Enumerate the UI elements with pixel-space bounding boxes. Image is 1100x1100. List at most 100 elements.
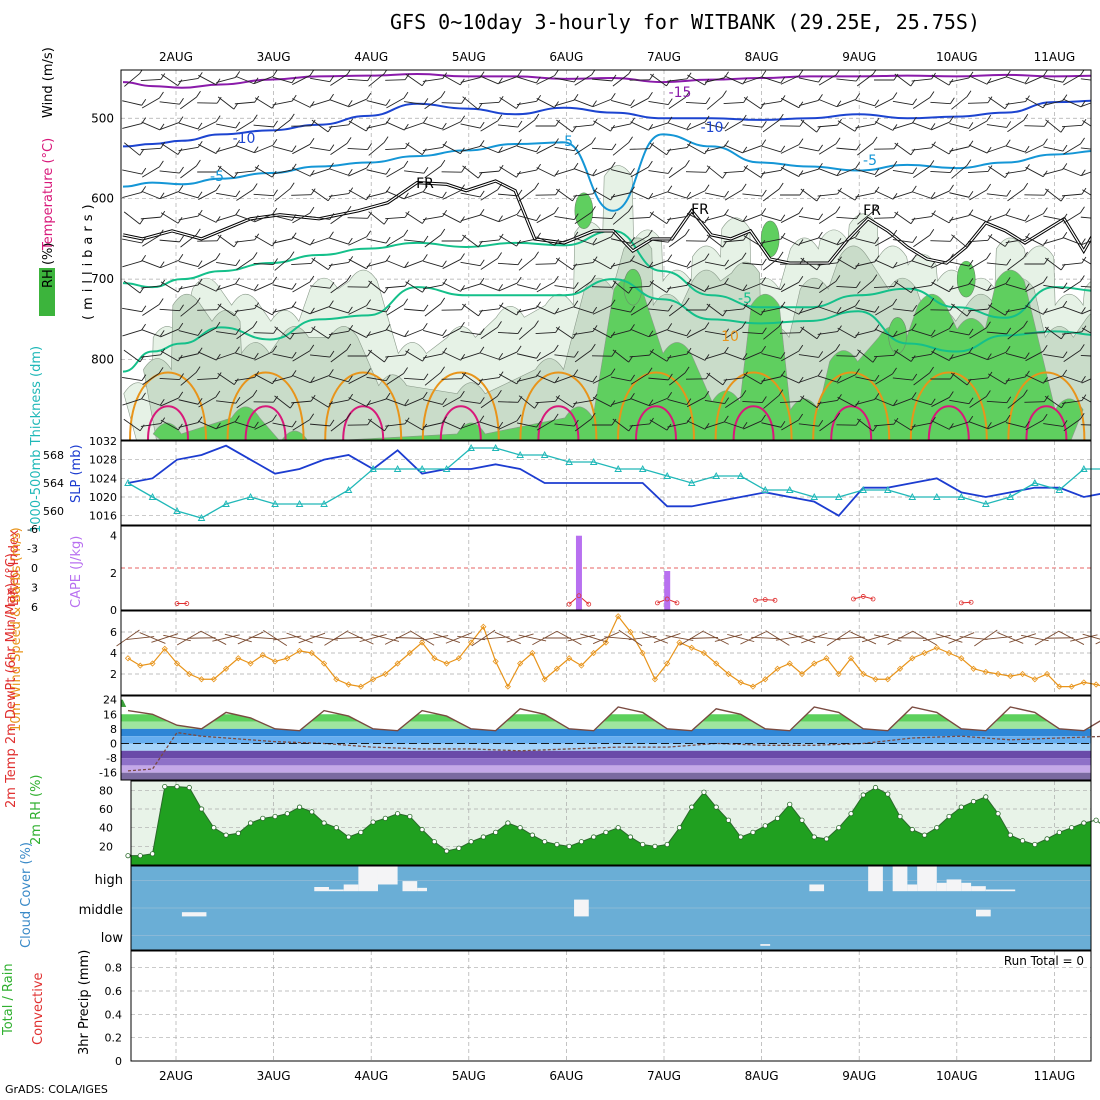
wind-barb <box>1005 169 1026 175</box>
rh-ylabel: 2m RH (%) <box>29 774 44 845</box>
rh-point <box>394 811 401 817</box>
wind-barb-flag <box>1024 352 1030 359</box>
wind-barb <box>836 147 857 151</box>
wind-speed-point <box>492 658 499 665</box>
wind-speed-point <box>137 662 144 669</box>
wind-barb <box>159 378 180 380</box>
wind-barb <box>935 633 963 643</box>
wind-barb <box>198 74 217 86</box>
wind-barb <box>986 331 1007 335</box>
wind-barb <box>385 354 406 358</box>
wind-barb-flag <box>667 373 673 381</box>
wind-barb <box>630 166 649 178</box>
contour-label: FR <box>691 202 709 218</box>
wind-barb-flag <box>366 299 371 306</box>
wind-barb <box>404 259 424 269</box>
wind-barb <box>611 329 631 337</box>
wind-speed-point <box>529 649 536 657</box>
wind-barb <box>386 304 404 316</box>
chart-title: GFS 0~10day 3-hourly for WITBANK (29.25E… <box>390 10 981 34</box>
wind-speed-point <box>382 670 389 678</box>
wind-barb <box>780 213 800 223</box>
wind-barb <box>141 259 161 269</box>
wind-barb <box>650 73 667 87</box>
wind-barb-flag <box>592 325 598 332</box>
wind-speed-point <box>222 665 230 672</box>
wind-barb <box>403 308 425 312</box>
wind-barb-flag <box>195 228 201 236</box>
wind-speed-point <box>835 670 842 678</box>
wind-barb-flag <box>799 326 805 333</box>
wind-barb-flag <box>309 344 315 352</box>
wind-barb <box>988 235 1006 247</box>
wind-barb <box>875 304 893 316</box>
wind-barb <box>911 78 932 82</box>
freezing-level-core <box>122 180 1091 264</box>
wind-barb-flag <box>440 91 446 98</box>
wind-barb-flag <box>610 93 616 100</box>
wind-barb <box>310 216 330 220</box>
wind-barb <box>405 143 423 155</box>
wind-barb-flag <box>987 165 993 172</box>
wind-barb <box>593 120 611 132</box>
wind-barb-flag <box>573 350 579 358</box>
wind-barb <box>479 101 500 105</box>
wind-barb <box>348 374 367 384</box>
wind-barb-flag <box>778 113 784 121</box>
wind-barb <box>742 213 762 223</box>
wind-barb-flag <box>649 73 654 81</box>
wind-barb-flag <box>197 122 203 130</box>
date-label-top: 4AUG <box>354 50 388 64</box>
date-label-bottom: 9AUG <box>842 1069 876 1083</box>
wind-barb <box>272 238 293 244</box>
wind-speed-point <box>468 639 475 646</box>
wind-barb-flag <box>195 366 201 373</box>
wind-barb-flag <box>837 394 842 401</box>
wind-barb <box>554 306 575 314</box>
wind-barb-flag <box>367 418 372 426</box>
wind-barb <box>536 419 555 431</box>
wind-barb <box>892 100 913 106</box>
wind-barb-flag <box>159 192 165 199</box>
rh-point <box>615 825 621 831</box>
wind-barb <box>1024 401 1045 403</box>
wind-barb <box>648 308 669 312</box>
wind-barb <box>742 124 763 128</box>
wind-barb-flag <box>366 331 371 338</box>
wind-barb-flag <box>950 166 955 173</box>
wind-speed-point <box>811 660 818 667</box>
wind-barb <box>141 190 161 200</box>
precip-frame <box>130 950 1092 1062</box>
wind-barb <box>122 398 142 406</box>
wind-barb <box>272 169 293 175</box>
wind-barb <box>424 165 442 179</box>
wind-barb-flag <box>911 254 917 261</box>
wind-barb <box>140 285 161 289</box>
wind-barb-flag <box>329 281 335 289</box>
wind-barb-flag <box>1006 121 1012 128</box>
wind-barb <box>705 214 725 222</box>
wind-barb <box>151 633 179 643</box>
rh-point <box>946 813 952 820</box>
wind-barb <box>518 395 535 409</box>
wind-barb-flag <box>630 99 635 106</box>
wind-barb <box>311 188 329 202</box>
wind-barb <box>536 212 555 224</box>
wind-barb <box>348 305 367 315</box>
wind-barb-flag <box>780 145 786 153</box>
wind-barb <box>442 420 461 430</box>
rh-point <box>480 834 486 840</box>
wind-barb-flag <box>536 145 541 153</box>
wind-barb-flag <box>178 116 184 123</box>
wind-barb <box>724 120 743 132</box>
li-point <box>851 596 856 602</box>
rh-point <box>578 839 585 845</box>
wind-barb <box>1043 284 1064 290</box>
wind-barb <box>949 421 969 429</box>
wind-barb <box>328 399 349 405</box>
rh-point <box>1081 820 1087 826</box>
wind-barb-flag <box>555 188 560 196</box>
wind-barb-flag <box>966 90 972 97</box>
wind-barb-flag <box>422 217 427 224</box>
wind-barb <box>160 122 180 130</box>
